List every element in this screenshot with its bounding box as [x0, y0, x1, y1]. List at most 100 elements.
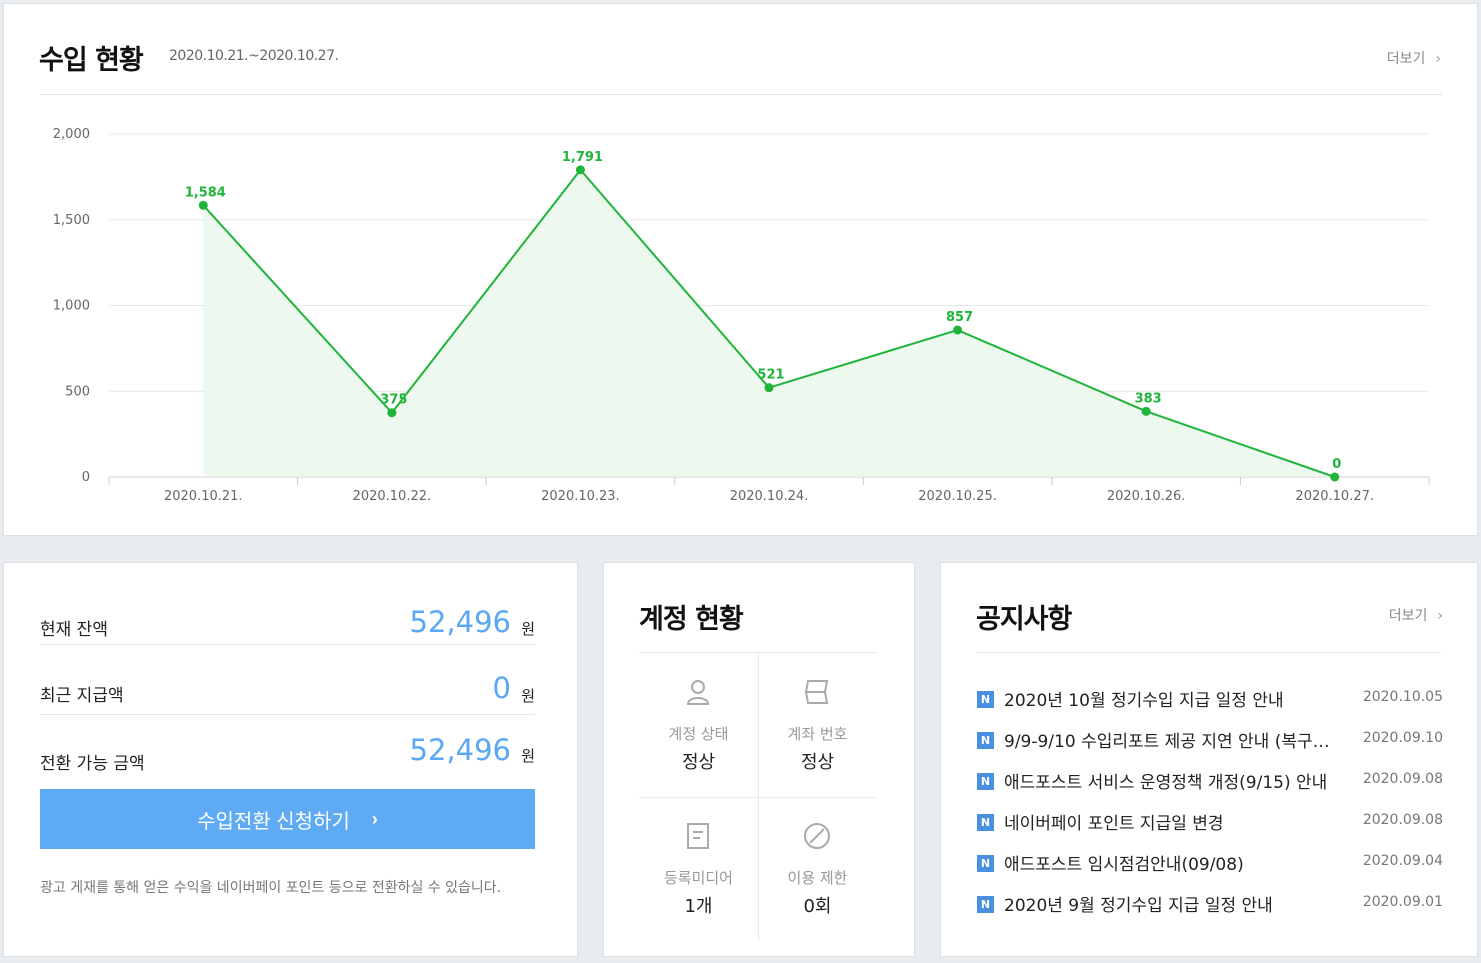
data-label: 0	[1332, 457, 1341, 472]
document-icon	[687, 823, 709, 849]
account-cell-restriction: 이용 제한 0회	[758, 797, 877, 941]
notice-item[interactable]: N 9/9-9/10 수입리포트 제공 지연 안내 (복구… 2020.09.1…	[977, 727, 1443, 752]
convert-button-label: 수입전환 신청하기	[197, 810, 350, 833]
balance-row-convertible: 전환 가능 금액 52,496 원	[40, 715, 535, 783]
notice-item-date: 2020.10.05	[1362, 689, 1443, 705]
notice-item-date: 2020.09.10	[1362, 730, 1443, 746]
prohibited-icon	[804, 823, 830, 849]
balance-note: 광고 게재를 통해 얻은 수익을 네이버페이 포인트 등으로 전환하실 수 있습…	[40, 880, 502, 896]
x-tick-label: 2020.10.25.	[918, 489, 997, 504]
chevron-right-icon: ›	[371, 808, 378, 829]
new-badge-icon: N	[977, 691, 994, 708]
y-tick-label: 1,000	[53, 299, 90, 314]
balance-label: 현재 잔액	[40, 620, 108, 640]
notice-item[interactable]: N 2020년 10월 정기수입 지급 일정 안내 2020.10.05	[977, 686, 1443, 711]
x-tick-label: 2020.10.26.	[1107, 489, 1186, 504]
balance-label: 전환 가능 금액	[40, 754, 145, 774]
divider	[639, 797, 877, 798]
notice-title: 공지사항	[976, 604, 1072, 635]
new-badge-icon: N	[977, 814, 994, 831]
account-cell-media: 등록미디어 1개	[639, 797, 758, 941]
chevron-right-icon: ›	[1437, 608, 1443, 624]
currency-unit: 원	[521, 687, 535, 705]
data-label: 383	[1135, 391, 1162, 406]
balance-label: 최근 지급액	[40, 686, 124, 706]
notice-item[interactable]: N 네이버페이 포인트 지급일 변경 2020.09.08	[977, 809, 1443, 834]
account-cell-label: 이용 제한	[787, 869, 848, 887]
data-point[interactable]	[198, 200, 208, 210]
y-tick-label: 1,500	[53, 213, 90, 228]
data-point[interactable]	[1141, 406, 1151, 416]
data-label: 1,584	[185, 185, 226, 200]
revenue-chart: 0 500 1,000 1,500 2,000 2020.10.21. 2020.10.22…	[53, 127, 1430, 504]
notice-item-title: 애드포스트 임시점검안내(09/08)	[1004, 855, 1244, 875]
x-tick-label: 2020.10.27.	[1295, 489, 1374, 504]
data-label: 1,791	[562, 150, 603, 165]
y-tick-label: 0	[82, 470, 90, 485]
revenue-card: 수입 현황 2020.10.21.~2020.10.27. 더보기 › 0 500 1…	[3, 3, 1478, 536]
balance-amount: 52,496	[409, 733, 511, 767]
x-tick-label: 2020.10.23.	[541, 489, 620, 504]
data-point[interactable]	[764, 383, 774, 393]
bank-account-icon	[804, 680, 829, 704]
balance-amount: 0	[492, 671, 511, 705]
notice-item-date: 2020.09.08	[1362, 771, 1443, 787]
new-badge-icon: N	[977, 732, 994, 749]
balance-amount: 52,496	[409, 605, 511, 639]
data-point[interactable]	[953, 325, 963, 335]
notice-item-title: 2020년 10월 정기수입 지급 일정 안내	[1004, 691, 1284, 711]
revenue-date-range: 2020.10.21.~2020.10.27.	[169, 48, 339, 64]
account-cell-value: 정상	[681, 752, 716, 773]
data-label: 857	[946, 310, 973, 325]
data-point[interactable]	[387, 408, 397, 418]
revenue-area	[203, 169, 1335, 477]
notice-item-title: 네이버페이 포인트 지급일 변경	[1004, 814, 1224, 834]
notice-item-title: 애드포스트 서비스 운영정책 개정(9/15) 안내	[1004, 773, 1328, 793]
x-tick-label: 2020.10.21.	[164, 489, 243, 504]
data-label: 521	[757, 368, 784, 383]
divider	[977, 652, 1441, 653]
notice-more-label: 더보기	[1388, 608, 1428, 624]
notice-card: 공지사항 더보기 › N 2020년 10월 정기수입 지급 일정 안내 2020…	[940, 562, 1478, 957]
account-status-card: 계정 현황 계정 상태 정상 계좌 번호 정상	[603, 562, 915, 957]
x-tick-label: 2020.10.24.	[730, 489, 809, 504]
new-badge-icon: N	[977, 896, 994, 913]
account-title: 계정 현황	[639, 604, 744, 635]
chevron-right-icon: ›	[1435, 51, 1441, 67]
revenue-more-link[interactable]: 더보기 ›	[1387, 48, 1441, 68]
notice-item-title: 9/9-9/10 수입리포트 제공 지연 안내 (복구…	[1004, 732, 1330, 752]
account-cell-bank: 계좌 번호 정상	[758, 653, 877, 797]
y-tick-label: 2,000	[53, 127, 90, 142]
account-cell-status: 계정 상태 정상	[639, 653, 758, 797]
balance-row-current: 현재 잔액 52,496 원	[40, 577, 535, 645]
notice-more-link[interactable]: 더보기 ›	[1389, 605, 1443, 625]
notice-item-date: 2020.09.01	[1362, 894, 1443, 910]
balance-row-recent-payment: 최근 지급액 0 원	[40, 647, 535, 715]
revenue-title: 수입 현황	[39, 45, 144, 76]
new-badge-icon: N	[977, 855, 994, 872]
account-cell-value: 정상	[800, 752, 835, 773]
currency-unit: 원	[521, 747, 535, 765]
currency-unit: 원	[521, 620, 535, 638]
account-cell-value: 0회	[803, 896, 832, 917]
revenue-more-label: 더보기	[1386, 51, 1426, 67]
account-cell-value: 1개	[684, 896, 713, 917]
divider	[40, 94, 1442, 95]
notice-item-date: 2020.09.08	[1362, 812, 1443, 828]
balance-card: 현재 잔액 52,496 원 최근 지급액 0 원 전환 가능 금액 52,49…	[3, 562, 578, 957]
account-status-grid: 계정 상태 정상 계좌 번호 정상 등록미디어 1개	[639, 652, 877, 941]
y-tick-label: 500	[65, 384, 90, 399]
notice-item[interactable]: N 애드포스트 서비스 운영정책 개정(9/15) 안내 2020.09.08	[977, 768, 1443, 793]
convert-revenue-button[interactable]: 수입전환 신청하기 ›	[40, 789, 535, 849]
account-cell-label: 등록미디어	[663, 869, 733, 887]
new-badge-icon: N	[977, 773, 994, 790]
notice-item-date: 2020.09.04	[1362, 853, 1443, 869]
data-label: 375	[380, 393, 407, 408]
account-cell-label: 계좌 번호	[787, 725, 848, 743]
data-point[interactable]	[575, 165, 585, 175]
account-cell-label: 계정 상태	[668, 725, 729, 743]
data-point[interactable]	[1330, 472, 1340, 482]
person-icon	[686, 680, 710, 705]
notice-item[interactable]: N 애드포스트 임시점검안내(09/08) 2020.09.04	[977, 850, 1443, 875]
notice-item[interactable]: N 2020년 9월 정기수입 지급 일정 안내 2020.09.01	[977, 891, 1443, 916]
